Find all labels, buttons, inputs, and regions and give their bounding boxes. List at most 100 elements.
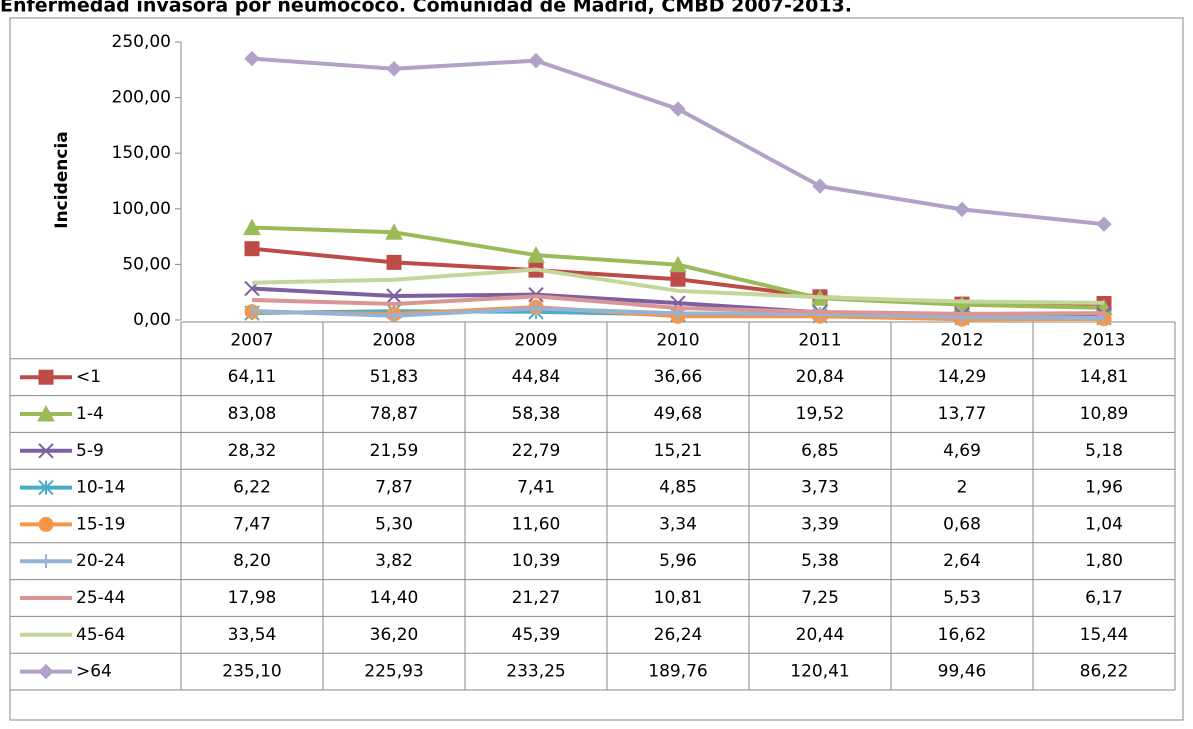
y-axis-title: Incidencia [52, 131, 72, 229]
chart-title: Enfermedad invasora por neumococo. Comun… [0, 0, 852, 17]
table-value: 14,29 [938, 367, 987, 387]
table-value: 0,68 [943, 514, 981, 534]
marker [386, 61, 402, 77]
table-value: 26,24 [654, 625, 703, 645]
table-value: 36,66 [654, 367, 703, 387]
table-value: 36,20 [370, 625, 419, 645]
legend-label: >64 [76, 662, 112, 682]
table-value: 10,39 [512, 551, 561, 571]
marker [244, 50, 260, 67]
legend-marker [37, 404, 55, 422]
table-value: 64,11 [228, 367, 277, 387]
table-value: 16,62 [938, 625, 987, 645]
table-value: 86,22 [1080, 662, 1129, 682]
chart-frame [9, 17, 1184, 721]
legend-label: <1 [76, 367, 101, 387]
table-value: 33,54 [228, 625, 277, 645]
series-line [251, 294, 1105, 316]
x-tick-label: 2007 [230, 330, 273, 350]
marker [244, 241, 260, 257]
marker [386, 288, 402, 304]
table-value: 2 [957, 478, 968, 498]
table-value: 5,30 [375, 514, 413, 534]
legend-label: 15-19 [76, 514, 125, 534]
series-line [251, 267, 1105, 305]
x-tick-label: 2012 [940, 330, 983, 350]
table-value: 5,53 [943, 588, 981, 608]
table-value: 6,17 [1085, 588, 1123, 608]
table-value: 7,47 [233, 514, 271, 534]
table-value: 19,52 [796, 404, 845, 424]
table-value: 235,10 [222, 662, 281, 682]
legend-label: 5-9 [76, 441, 104, 461]
table-value: 20,44 [796, 625, 845, 645]
table-value: 4,85 [659, 478, 697, 498]
table-value: 1,04 [1085, 514, 1123, 534]
table-value: 225,93 [364, 662, 423, 682]
table-value: 15,44 [1080, 625, 1129, 645]
marker [670, 101, 686, 117]
y-tick-label: 250,00 [112, 32, 171, 52]
table-value: 120,41 [790, 662, 849, 682]
legend-marker [38, 516, 54, 532]
table-value: 13,77 [938, 404, 987, 424]
marker [1096, 216, 1112, 232]
marker [670, 271, 686, 287]
x-tick-label: 2011 [798, 330, 841, 350]
table-value: 14,81 [1080, 367, 1129, 387]
legend-marker [38, 443, 54, 459]
table-value: 15,21 [654, 441, 703, 461]
table-value: 5,96 [659, 551, 697, 571]
marker [386, 254, 402, 270]
table-value: 3,73 [801, 478, 839, 498]
marker [243, 218, 261, 236]
table-value: 3,39 [801, 514, 839, 534]
table-value: 45,39 [512, 625, 561, 645]
legend-label: 1-4 [76, 404, 104, 424]
table-value: 5,18 [1085, 441, 1123, 461]
table-value: 58,38 [512, 404, 561, 424]
table-value: 83,08 [228, 404, 277, 424]
legend-marker [38, 663, 54, 680]
x-tick-label: 2008 [372, 330, 415, 350]
y-tick-label: 200,00 [112, 88, 171, 108]
table-value: 21,27 [512, 588, 561, 608]
legend-label: 10-14 [76, 478, 125, 498]
legend-label: 25-44 [76, 588, 125, 608]
table-value: 4,69 [943, 441, 981, 461]
table-value: 28,32 [228, 441, 277, 461]
table-value: 3,82 [375, 551, 413, 571]
legend-label: 20-24 [76, 551, 125, 571]
table-value: 21,59 [370, 441, 419, 461]
table-value: 78,87 [370, 404, 419, 424]
series-line [251, 56, 1105, 227]
table-value: 17,98 [228, 588, 277, 608]
x-tick-label: 2009 [514, 330, 557, 350]
table-value: 3,34 [659, 514, 697, 534]
table-value: 5,38 [801, 551, 839, 571]
x-tick-label: 2010 [656, 330, 699, 350]
table-value: 20,84 [796, 367, 845, 387]
table-value: 10,81 [654, 588, 703, 608]
table-value: 8,20 [233, 551, 271, 571]
legend-marker [38, 479, 54, 496]
marker [669, 255, 687, 273]
table-value: 51,83 [370, 367, 419, 387]
table-value: 99,46 [938, 662, 987, 682]
marker [954, 201, 970, 218]
table-value: 2,64 [943, 551, 981, 571]
table-value: 10,89 [1080, 404, 1129, 424]
table-value: 44,84 [512, 367, 561, 387]
table-value: 1,96 [1085, 478, 1123, 498]
table-value: 7,41 [517, 478, 555, 498]
table-value: 1,80 [1085, 551, 1123, 571]
table-value: 7,87 [375, 478, 413, 498]
y-tick-label: 150,00 [112, 143, 171, 163]
table-value: 6,22 [233, 478, 271, 498]
marker [528, 52, 544, 69]
y-tick-label: 100,00 [112, 199, 171, 219]
table-value: 14,40 [370, 588, 419, 608]
table-value: 233,25 [506, 662, 565, 682]
